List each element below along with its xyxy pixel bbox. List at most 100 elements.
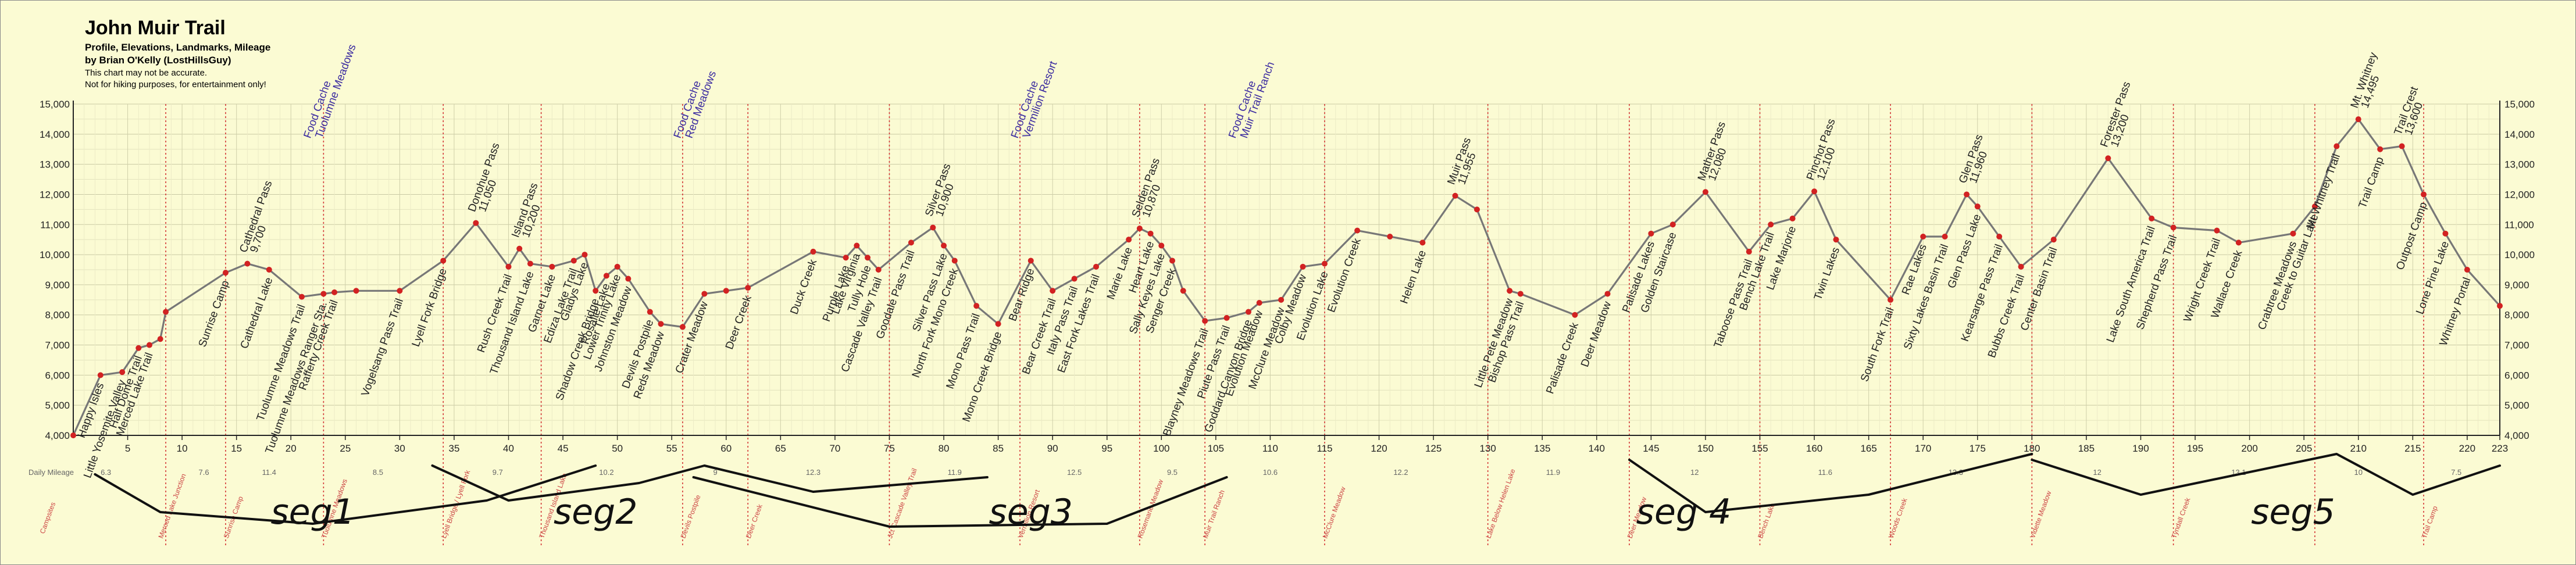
axes: 4,000 4,000 5,000 5,000 6,000 6,000 7,000 7,000… (40, 99, 2535, 454)
x-tick-label: 165 (1860, 443, 1876, 454)
y-tick-label-left: 15,000 (40, 99, 70, 110)
elevation-point (1419, 239, 1426, 246)
y-tick-label-right: 6,000 (2504, 370, 2529, 381)
elevation-point (581, 252, 588, 258)
daily-mileage-value: 7.5 (2451, 468, 2461, 477)
elevation-point (1517, 291, 1524, 297)
x-tick-label: 185 (2078, 443, 2095, 454)
daily-mileage-value: 9 (713, 468, 717, 477)
elevation-point (1387, 234, 1393, 239)
elevation-point (865, 255, 871, 261)
elevation-point (625, 276, 631, 282)
chart-note-1: This chart may not be accurate. (85, 68, 207, 78)
chart-title: John Muir Trail (85, 17, 226, 39)
x-tick-label: 55 (666, 443, 677, 454)
elevation-point (2018, 263, 2024, 270)
segment-bracket (431, 464, 989, 502)
elevation-point (995, 321, 1001, 327)
elevation-point (2235, 239, 2242, 246)
grid (73, 103, 2500, 436)
elevation-point (1027, 258, 1034, 264)
y-tick-label-left: 4,000 (45, 430, 70, 441)
elevation-point (440, 258, 447, 264)
x-tick-label: 50 (612, 443, 623, 454)
elevation-point (1888, 296, 1894, 303)
y-tick-label-left: 14,000 (40, 129, 70, 140)
elevation-point (1507, 288, 1513, 294)
daily-mileage-value: 12 (2093, 468, 2101, 477)
y-tick-label-right: 15,000 (2504, 99, 2535, 110)
elevation-point (244, 260, 251, 267)
elevation-point (1669, 221, 1676, 228)
elevation-point (1136, 226, 1143, 232)
elevation-point (1256, 300, 1262, 306)
x-tick-label: 105 (1208, 443, 1224, 454)
elevation-point (2334, 143, 2340, 149)
elevation-point (908, 239, 914, 246)
y-tick-label-left: 12,000 (40, 189, 70, 200)
elevation-point (1964, 191, 1970, 198)
elevation-point (163, 309, 169, 315)
x-tick-label: 80 (939, 443, 950, 454)
elevation-point (1974, 203, 1981, 210)
elevation-point (570, 258, 577, 264)
x-tick-label: 45 (558, 443, 569, 454)
x-tick-label: 195 (2187, 443, 2203, 454)
x-tick-label: 10 (177, 443, 188, 454)
x-tick-label: 15 (231, 443, 242, 454)
elevation-point (505, 263, 512, 270)
x-tick-label: 145 (1643, 443, 1659, 454)
elevation-point (1746, 248, 1752, 255)
elevation-point (2149, 215, 2155, 221)
daily-mileage-value: 11.9 (1546, 468, 1560, 477)
x-tick-label: 175 (1970, 443, 1986, 454)
segment-bracket (692, 476, 1228, 528)
elevation-point (810, 248, 816, 255)
elevation-point (2421, 191, 2427, 198)
elevation-point (1789, 215, 1796, 221)
elevation-point (875, 267, 882, 273)
x-tick-label: 40 (503, 443, 514, 454)
elevation-point (1158, 242, 1165, 249)
segment-label: seg 4 (1636, 492, 1732, 532)
y-tick-label-left: 11,000 (40, 219, 70, 230)
x-tick-label: 150 (1697, 443, 1714, 454)
x-tick-label: 140 (1589, 443, 1605, 454)
elevation-point (516, 245, 523, 252)
elevation-point (1050, 288, 1056, 294)
elevation-point (1202, 318, 1208, 324)
elevation-point (2290, 230, 2296, 237)
handwritten-annotations: seg1 seg2 seg3 seg 4 seg5 (94, 453, 2501, 532)
elevation-point (473, 220, 479, 226)
segment-bracket (94, 464, 597, 525)
x-tick-label: 65 (775, 443, 786, 454)
daily-mileage-value: 10.6 (1263, 468, 1278, 477)
elevation-point (331, 289, 338, 295)
x-tick-label: 70 (829, 443, 840, 454)
elevation-point (1169, 258, 1176, 264)
y-tick-label-right: 10,000 (2504, 249, 2535, 260)
y-tick-label-left: 6,000 (45, 370, 70, 381)
elevation-point (353, 288, 359, 294)
elevation-point (70, 432, 76, 438)
y-tick-label-left: 5,000 (45, 400, 70, 411)
elevation-point (157, 336, 163, 342)
elevation-point (973, 303, 980, 309)
y-tick-label-left: 8,000 (45, 310, 70, 321)
chart-note-2: Not for hiking purposes, for entertainme… (85, 80, 266, 90)
y-tick-label-right: 9,000 (2504, 280, 2529, 291)
x-tick-label: 60 (720, 443, 732, 454)
elevation-point (679, 324, 686, 330)
x-tick-label: 115 (1316, 443, 1332, 454)
x-tick-label: 75 (884, 443, 895, 454)
elevation-point (146, 342, 152, 348)
x-tick-label: 205 (2296, 443, 2312, 454)
elevation-point (701, 291, 708, 297)
daily-mileage-value: 11.6 (1818, 468, 1832, 477)
daily-mileage-value: 12.5 (1067, 468, 1082, 477)
elevation-point (1223, 314, 1230, 321)
elevation-point (930, 224, 936, 231)
x-tick-label: 20 (286, 443, 297, 454)
